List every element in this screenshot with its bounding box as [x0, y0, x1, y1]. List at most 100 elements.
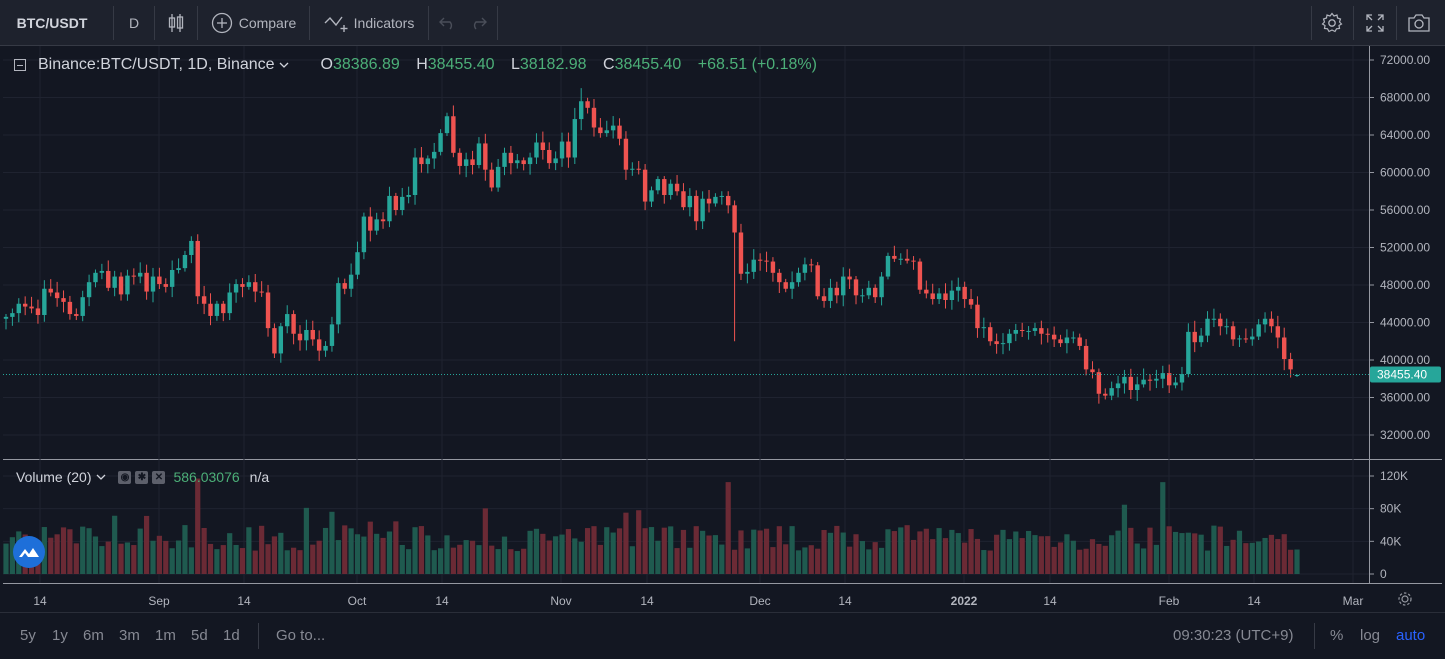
- range-1m[interactable]: 1m: [155, 627, 176, 644]
- auto-toggle[interactable]: auto: [1396, 627, 1426, 644]
- candle-body: [610, 125, 616, 131]
- range-5d[interactable]: 5d: [191, 627, 208, 644]
- candle-body: [617, 125, 622, 139]
- bottom-divider: [1314, 623, 1315, 649]
- range-1d[interactable]: 1d: [223, 627, 240, 644]
- candle-body: [253, 282, 258, 292]
- candle-body: [1103, 393, 1108, 396]
- price-chart[interactable]: 72000.00 68000.00 64000.00 60000.00 56000.00…: [0, 0, 1445, 612]
- interval-button[interactable]: D: [114, 0, 154, 46]
- fullscreen-button[interactable]: [1354, 0, 1396, 46]
- tradingview-logo-icon[interactable]: [13, 536, 45, 568]
- candle-body: [1064, 337, 1070, 344]
- candle-body: [361, 216, 367, 253]
- candle-body: [713, 196, 718, 204]
- price-tick-label: 40000.00: [1380, 353, 1430, 367]
- candle-body: [885, 255, 891, 277]
- volume-bar: [361, 536, 367, 574]
- volume-bar: [1204, 550, 1211, 574]
- clock[interactable]: 09:30:23 (UTC+9): [1173, 627, 1294, 644]
- low-key: L: [510, 56, 520, 73]
- candle-body: [451, 116, 456, 153]
- candle-body: [802, 264, 808, 273]
- undo-button[interactable]: [433, 0, 463, 46]
- range-6m[interactable]: 6m: [83, 627, 104, 644]
- chevron-down-icon[interactable]: [279, 61, 289, 69]
- candle-body: [182, 255, 188, 269]
- price-tick-label: 52000.00: [1380, 241, 1430, 255]
- candle-body: [1000, 343, 1006, 345]
- candle-body: [348, 274, 354, 289]
- candle-body: [1294, 375, 1300, 376]
- settings-button[interactable]: [1312, 0, 1352, 46]
- volume-title[interactable]: Volume (20): [16, 469, 92, 485]
- close-icon[interactable]: ✕: [152, 470, 166, 484]
- candle-body: [834, 287, 840, 296]
- volume-bar: [118, 543, 124, 574]
- candle-body: [42, 288, 47, 315]
- volume-bar: [1230, 539, 1236, 574]
- volume-bar: [636, 510, 642, 574]
- volume-bar: [207, 543, 214, 574]
- candle-body: [1262, 318, 1268, 325]
- volume-bar: [1211, 525, 1217, 574]
- candle-body: [956, 286, 961, 291]
- candle-body: [1007, 333, 1012, 344]
- volume-bar: [597, 544, 603, 574]
- volume-bar: [1096, 543, 1102, 574]
- candle-body: [559, 141, 565, 159]
- candle-body: [764, 260, 769, 262]
- candle-body: [732, 205, 737, 233]
- candles-icon: [168, 14, 184, 32]
- symbol-search-button[interactable]: BTC/USDT: [0, 0, 104, 46]
- series-title[interactable]: Binance:BTC/USDT, 1D, Binance: [38, 56, 275, 73]
- volume-bar: [137, 528, 143, 574]
- volume-bar: [316, 540, 322, 574]
- candle-body: [975, 304, 980, 329]
- candle-body: [623, 138, 629, 170]
- candle-body: [393, 195, 399, 210]
- goto-button[interactable]: Go to...: [276, 627, 326, 644]
- volume-bar: [86, 528, 92, 574]
- gear-icon[interactable]: ✱: [135, 470, 149, 484]
- compare-button[interactable]: Compare: [198, 0, 309, 46]
- candle-body: [470, 159, 475, 165]
- volume-bar: [584, 528, 591, 574]
- range-3m[interactable]: 3m: [119, 627, 140, 644]
- screenshot-button[interactable]: [1397, 0, 1441, 46]
- candle-body: [1026, 330, 1031, 332]
- volume-bar: [374, 533, 380, 574]
- volume-bar: [457, 544, 463, 574]
- candle-body: [962, 286, 967, 300]
- candle-body: [630, 168, 635, 170]
- log-toggle[interactable]: log: [1360, 627, 1381, 644]
- redo-button[interactable]: [463, 0, 493, 46]
- candle-body: [368, 216, 373, 231]
- volume-bar: [156, 535, 162, 574]
- volume-bar: [201, 527, 207, 574]
- price-tick-label: 68000.00: [1380, 91, 1430, 105]
- volume-bar: [866, 549, 872, 574]
- candle-body: [61, 298, 66, 302]
- candle-body: [1198, 335, 1204, 343]
- eye-icon[interactable]: ◉: [118, 470, 132, 484]
- chevron-down-icon[interactable]: [96, 473, 106, 481]
- volume-bar: [233, 544, 239, 574]
- percent-toggle[interactable]: %: [1330, 627, 1344, 644]
- collapse-legend-button[interactable]: [14, 59, 26, 71]
- volume-bar: [150, 540, 156, 574]
- volume-bar: [776, 526, 782, 574]
- volume-bar: [1217, 526, 1223, 574]
- volume-series: [3, 478, 1300, 574]
- volume-bar: [565, 529, 572, 574]
- volume-bar: [725, 482, 731, 574]
- range-5y[interactable]: 5y: [20, 627, 36, 644]
- volume-bar: [1185, 532, 1191, 574]
- volume-bar: [923, 528, 929, 574]
- chart-style-button[interactable]: [155, 0, 197, 46]
- range-1y[interactable]: 1y: [52, 627, 68, 644]
- candle-body: [815, 265, 820, 297]
- volume-bar: [1013, 531, 1019, 574]
- indicators-button[interactable]: Indicators: [310, 0, 428, 46]
- candle-body: [310, 330, 315, 340]
